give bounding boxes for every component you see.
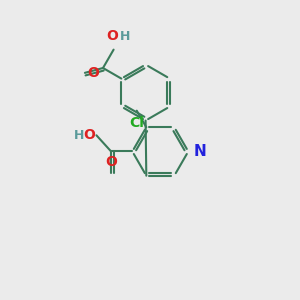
Text: H: H [120, 30, 130, 43]
Text: Cl: Cl [129, 116, 144, 130]
Text: O: O [87, 66, 99, 80]
Text: O: O [105, 155, 117, 169]
Text: H: H [74, 129, 84, 142]
Text: O: O [106, 29, 118, 43]
Text: N: N [194, 144, 206, 159]
Text: O: O [83, 128, 95, 142]
